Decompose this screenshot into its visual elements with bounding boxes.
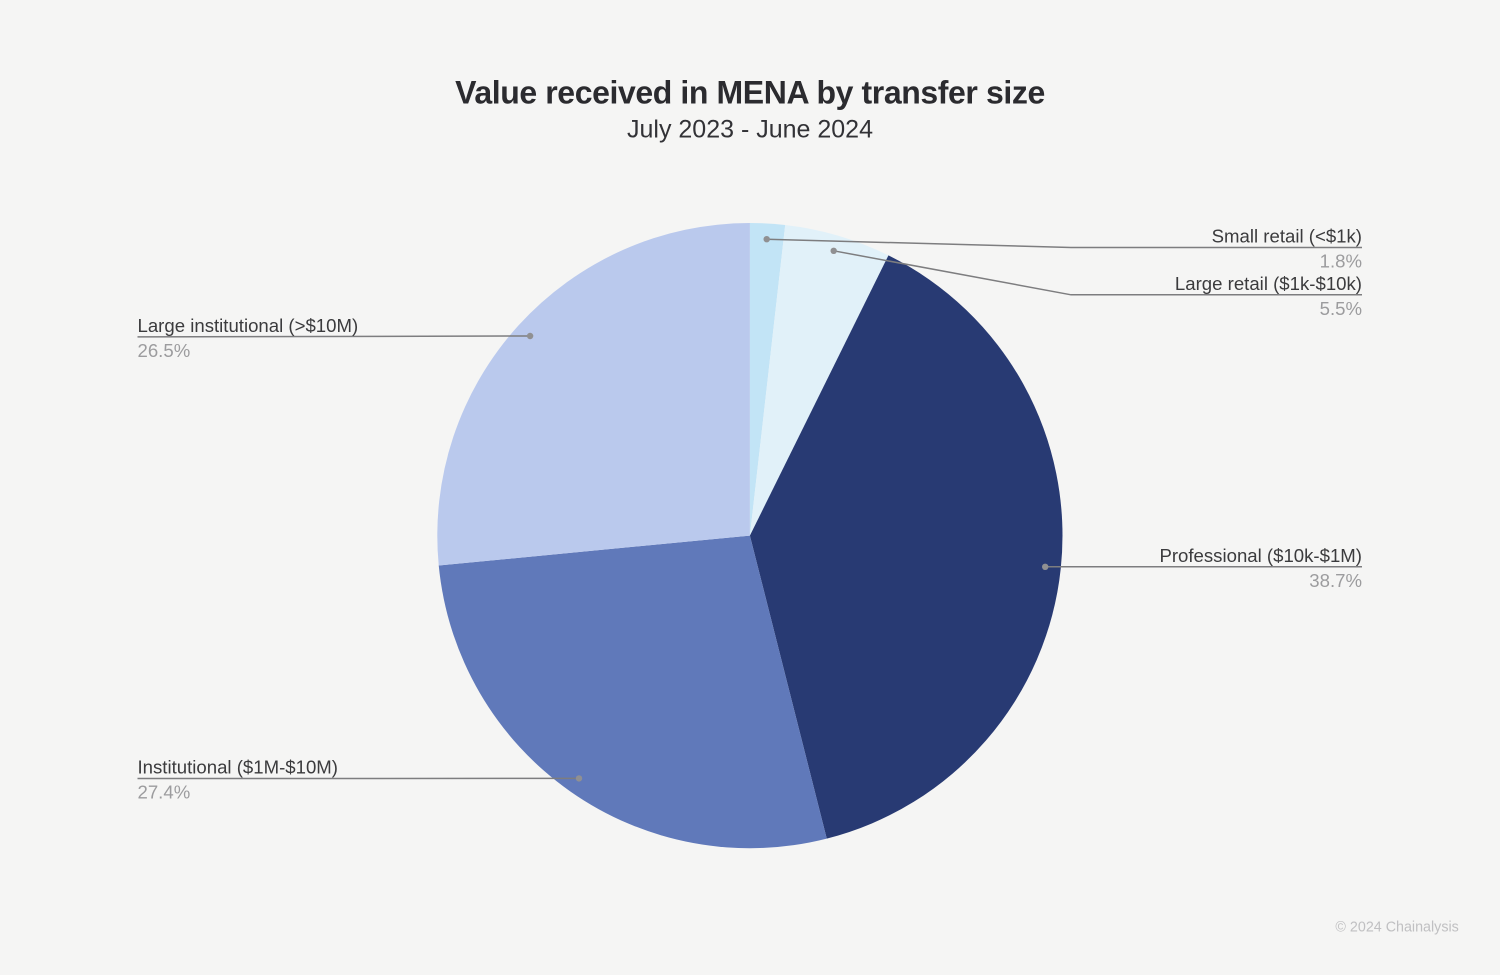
svg-text:26.5%: 26.5% bbox=[138, 340, 191, 361]
svg-text:Large institutional (>$10M): Large institutional (>$10M) bbox=[138, 315, 359, 336]
svg-text:July 2023 - June 2024: July 2023 - June 2024 bbox=[627, 116, 873, 144]
svg-text:Professional ($10k-$1M): Professional ($10k-$1M) bbox=[1159, 545, 1362, 566]
svg-text:Large retail ($1k-$10k): Large retail ($1k-$10k) bbox=[1175, 273, 1362, 294]
svg-text:38.7%: 38.7% bbox=[1309, 570, 1362, 591]
svg-text:Small retail (<$1k): Small retail (<$1k) bbox=[1212, 226, 1362, 247]
svg-text:1.8%: 1.8% bbox=[1320, 251, 1362, 272]
svg-text:Value received in MENA by tran: Value received in MENA by transfer size bbox=[455, 74, 1045, 110]
svg-text:Institutional ($1M-$10M): Institutional ($1M-$10M) bbox=[138, 757, 338, 778]
svg-text:© 2024 Chainalysis: © 2024 Chainalysis bbox=[1335, 919, 1458, 935]
svg-text:5.5%: 5.5% bbox=[1320, 298, 1362, 319]
svg-text:27.4%: 27.4% bbox=[138, 782, 191, 803]
